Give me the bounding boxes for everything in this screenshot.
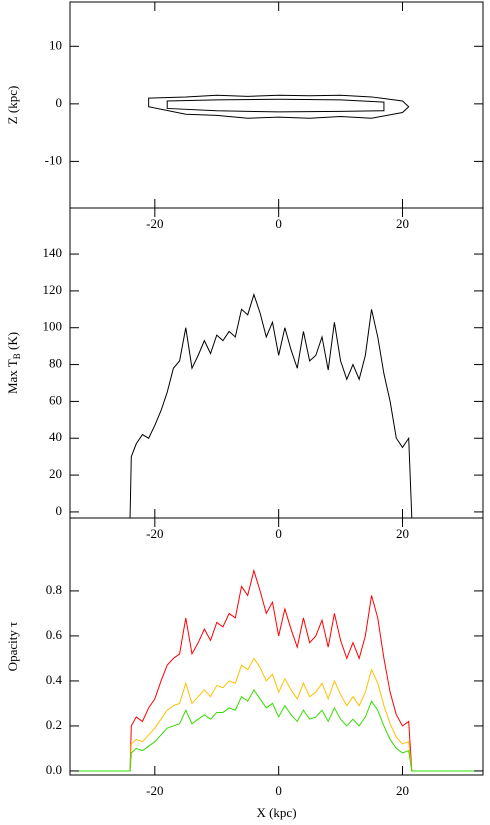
- y-tick-label: 140: [43, 245, 63, 260]
- y-tick-label: 0.2: [46, 717, 62, 732]
- x-tick-label: 0: [275, 216, 282, 231]
- x-axis-label: X (kpc): [256, 805, 296, 820]
- contour-line: [148, 94, 410, 119]
- y-axis-label-text: Max T: [5, 359, 20, 394]
- x-tick-label: 20: [396, 216, 409, 231]
- y-tick-label: 20: [49, 466, 62, 481]
- plot-frame: [69, 1, 484, 209]
- y-tick-label: 0.4: [46, 672, 63, 687]
- y-axis-label: Z (kpc): [5, 86, 20, 125]
- y-tick-label: 0: [56, 95, 63, 110]
- data-line: [129, 292, 413, 518]
- x-tick-label: -20: [146, 783, 163, 798]
- y-axis-label-end: (K): [5, 332, 20, 353]
- y-tick-label: 10: [49, 37, 62, 52]
- x-tick-label: 20: [396, 526, 409, 541]
- y-tick-label: 0.6: [46, 627, 63, 642]
- x-tick-label: 0: [275, 783, 282, 798]
- y-tick-label: 0: [56, 503, 63, 518]
- panel: [74, 568, 483, 772]
- y-tick-label: 80: [49, 356, 62, 371]
- panel: [129, 292, 413, 518]
- y-axis-label-sub: B: [12, 353, 22, 359]
- y-axis-label: Opacity τ: [5, 622, 20, 672]
- y-tick-label: 100: [43, 319, 63, 334]
- data-line: [74, 688, 483, 772]
- panel: [148, 94, 410, 119]
- y-tick-label: 0.8: [46, 582, 62, 597]
- y-tick-label: 0.0: [46, 762, 62, 777]
- contour-line: [166, 98, 385, 113]
- y-tick-label: -10: [45, 152, 62, 167]
- y-tick-label: 40: [49, 429, 62, 444]
- data-line: [74, 657, 483, 772]
- y-axis-label-text: Z (kpc): [5, 86, 20, 125]
- plot-frame: [69, 207, 484, 519]
- y-axis-label-text: Opacity τ: [5, 622, 20, 672]
- plot-frame: [69, 517, 484, 776]
- x-tick-label: -20: [146, 526, 163, 541]
- data-line: [74, 568, 483, 772]
- y-axis-label: Max TB (K): [5, 332, 22, 394]
- y-tick-label: 120: [43, 282, 63, 297]
- y-tick-label: 60: [49, 392, 62, 407]
- x-tick-label: 20: [396, 783, 409, 798]
- x-tick-label: -20: [146, 216, 163, 231]
- x-tick-label: 0: [275, 526, 282, 541]
